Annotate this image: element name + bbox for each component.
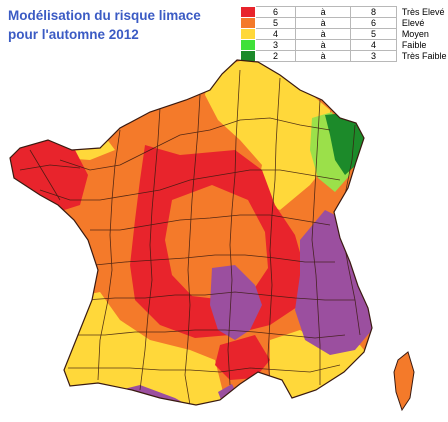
map-zone-tres-eleve-brittany — [10, 138, 88, 212]
france-outline — [9, 59, 373, 406]
legend-row-tres-faible: 2 à 3 Très Faible — [240, 50, 448, 62]
legend-row-faible: 3 à 4 Faible — [240, 39, 448, 51]
map-zone-tres-faible — [325, 113, 364, 175]
legend-max: 4 — [350, 39, 397, 51]
corsica — [393, 351, 415, 412]
legend-label: Faible — [401, 40, 427, 50]
risk-legend: 6 à 8 Très Elevé 5 à 6 Elevé 4 à 5 Moyen… — [240, 6, 448, 62]
legend-min: 2 — [254, 50, 297, 62]
legend-row-moyen: 4 à 5 Moyen — [240, 28, 448, 40]
legend-label: Très Elevé — [401, 7, 445, 17]
legend-label: Elevé — [401, 18, 425, 28]
legend-sep: à — [295, 50, 352, 62]
legend-label: Moyen — [401, 29, 429, 39]
map-zone-moyen-north — [205, 60, 330, 210]
legend-label: Très Faible — [401, 51, 447, 61]
map-zone-tres-eleve-ring — [130, 145, 305, 338]
department-borders — [19, 69, 361, 405]
map-zone-purple-massif-central — [210, 265, 262, 340]
map-zone-faible — [310, 112, 350, 192]
map-title: Modélisation du risque limace pour l'aut… — [8, 8, 201, 42]
legend-max: 3 — [350, 50, 397, 62]
legend-row-tres-eleve: 6 à 8 Très Elevé — [240, 6, 448, 18]
map-zone-purple-alps — [295, 210, 372, 355]
